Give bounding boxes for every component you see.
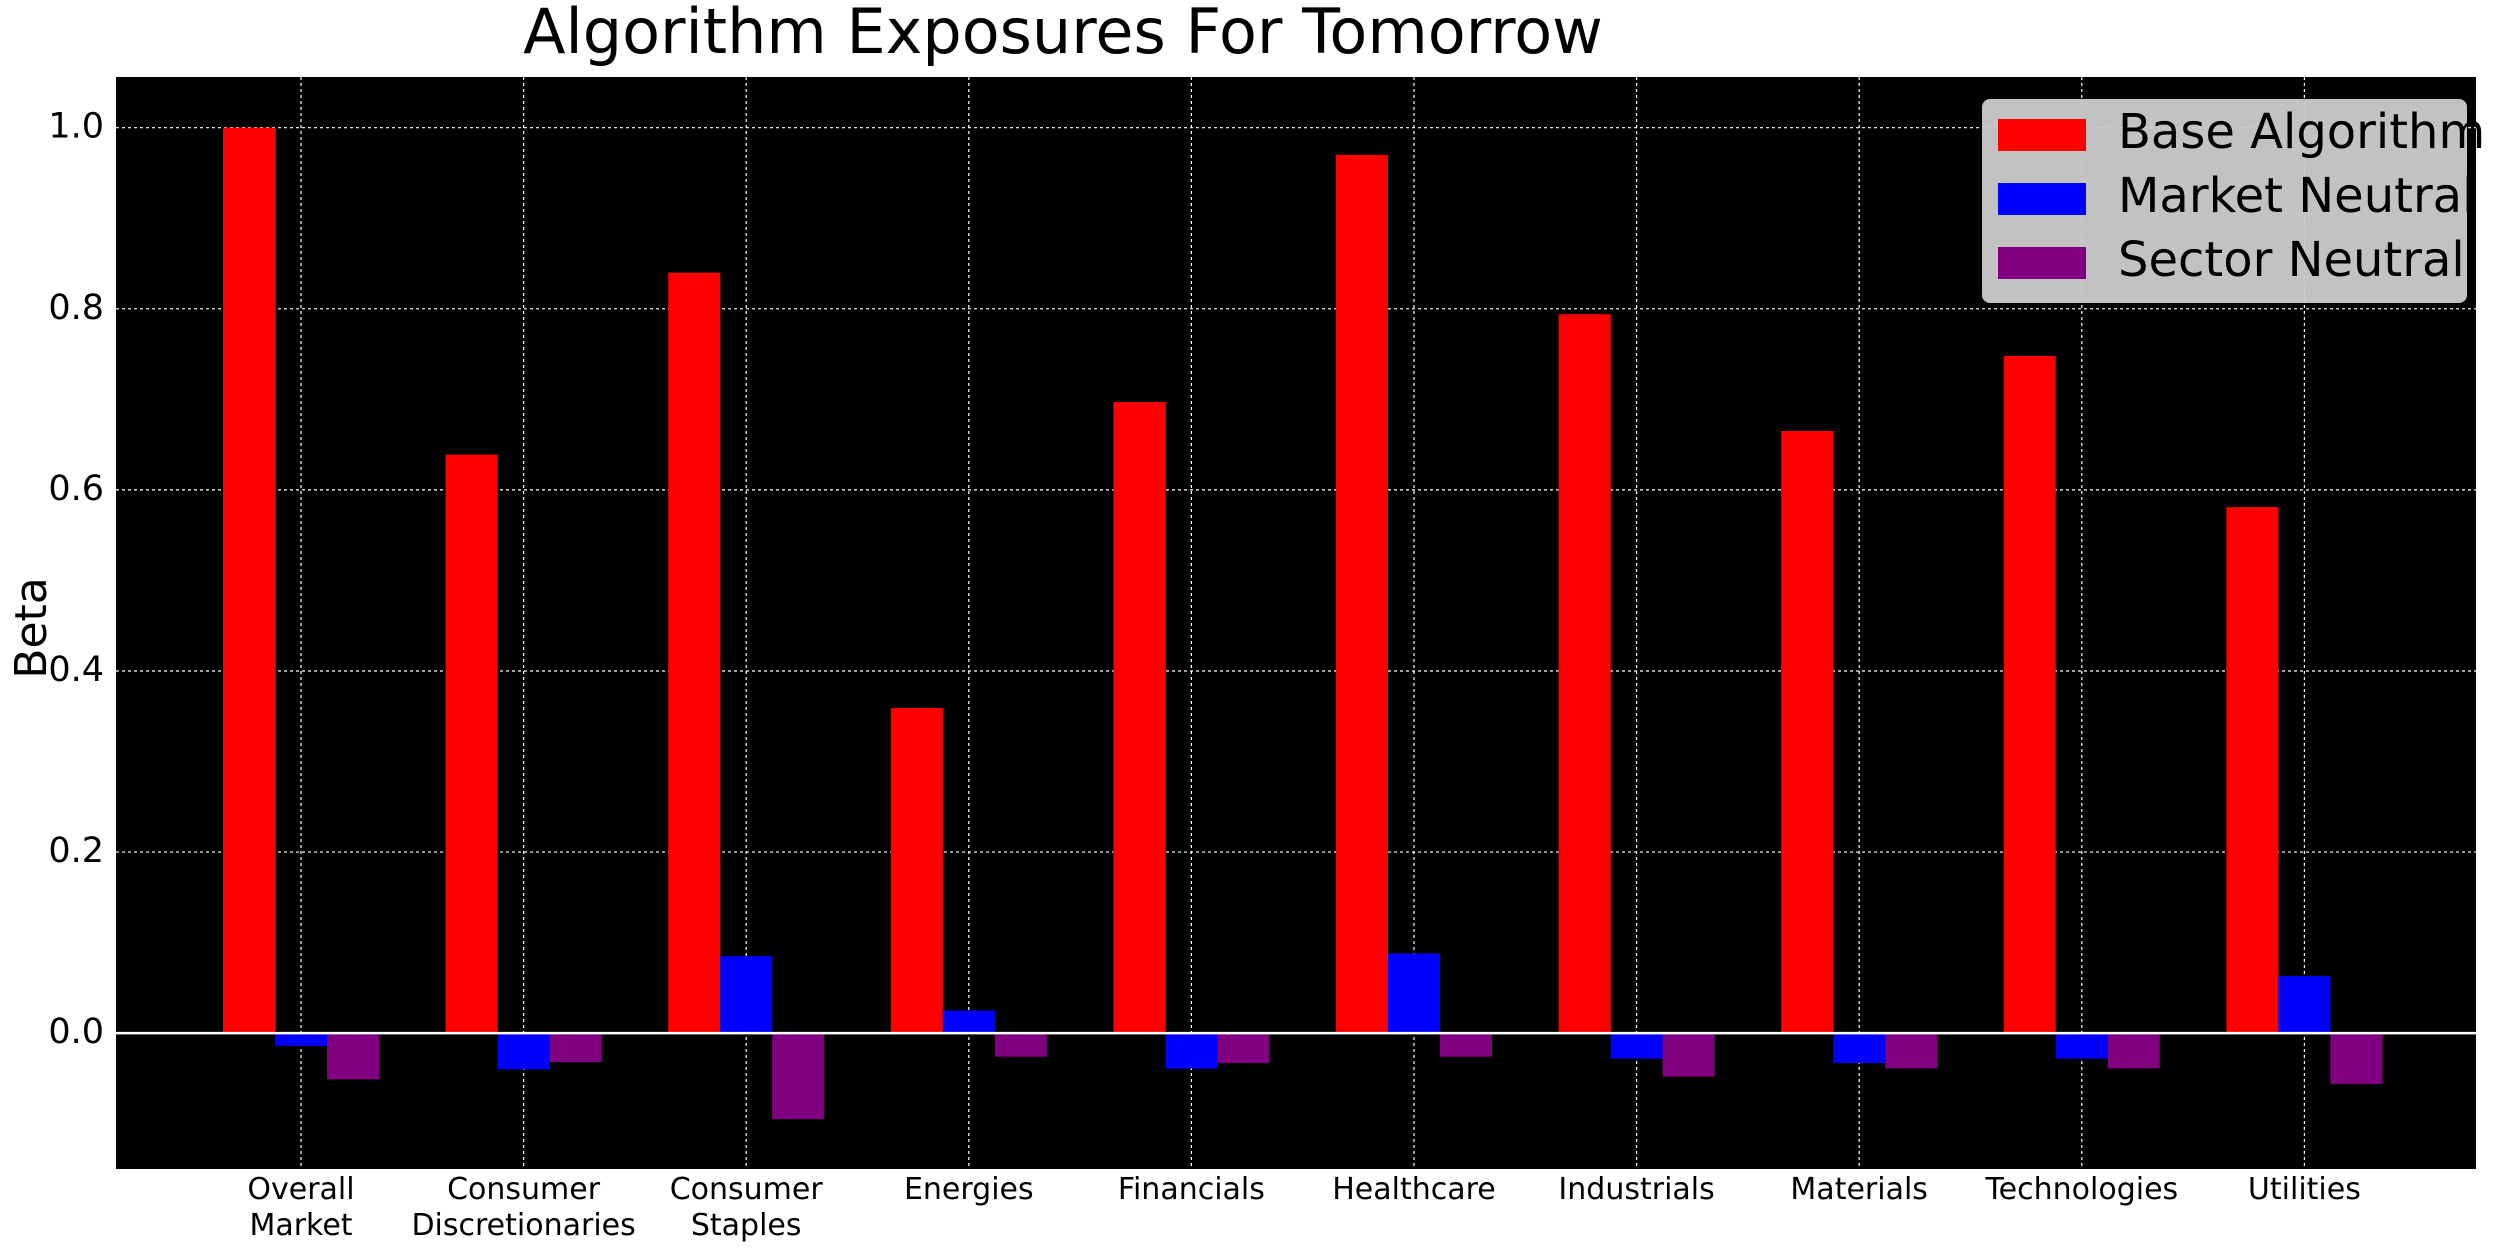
- bar: [497, 1033, 550, 1070]
- bar: [994, 1033, 1047, 1057]
- bar: [1388, 953, 1440, 1034]
- y-axis-label: Beta: [6, 577, 57, 678]
- bar: [1833, 1033, 1886, 1064]
- x-tick-label: Materials: [1790, 1172, 1928, 1207]
- bar: [772, 1033, 825, 1120]
- y-tick-label: 0.2: [48, 831, 104, 871]
- chart-title: Algorithm Exposures For Tomorrow: [523, 0, 1603, 68]
- bar: [2107, 1033, 2160, 1069]
- bar: [327, 1033, 379, 1080]
- x-tick-label: Industrials: [1558, 1172, 1715, 1207]
- x-tick-label: Financials: [1117, 1172, 1265, 1207]
- legend-box: [1982, 99, 2467, 303]
- y-tick-label: 0.8: [48, 288, 104, 328]
- bar: [668, 272, 721, 1034]
- bar: [1558, 314, 1611, 1034]
- bar: [1440, 1033, 1492, 1057]
- legend-swatch: [1998, 119, 2086, 151]
- bar: [2278, 976, 2331, 1034]
- x-tick-label: Technologies: [1985, 1172, 2179, 1207]
- bar: [890, 708, 943, 1034]
- x-tick-label: Healthcare: [1332, 1172, 1496, 1207]
- bar: [942, 1010, 995, 1034]
- bar: [1336, 154, 1388, 1034]
- legend-label: Market Neutral: [2118, 168, 2475, 224]
- x-tick-label: Utilities: [2247, 1172, 2361, 1207]
- x-tick-label: Consumer Staples: [669, 1172, 823, 1243]
- bar: [1662, 1033, 1715, 1077]
- bar: [2055, 1033, 2108, 1059]
- bar: [275, 1033, 327, 1046]
- y-tick-label: 0.4: [48, 650, 104, 690]
- legend-label: Sector Neutral: [2118, 232, 2465, 288]
- y-tick-label: 0.6: [48, 469, 104, 509]
- bar: [223, 127, 275, 1034]
- legend-swatch: [1998, 247, 2086, 279]
- bar: [1165, 1033, 1218, 1069]
- legend-swatch: [1998, 183, 2086, 215]
- bar: [1217, 1033, 1270, 1064]
- y-tick-label: 0.0: [48, 1012, 104, 1052]
- x-tick-label: Overall Market: [247, 1172, 355, 1243]
- y-tick-label: 1.0: [48, 107, 104, 147]
- bar: [1885, 1033, 1938, 1069]
- bar: [1781, 431, 1834, 1034]
- x-tick-label: Consumer Discretionaries: [411, 1172, 636, 1243]
- bar: [2003, 355, 2056, 1034]
- bar: [2330, 1033, 2383, 1084]
- x-tick-label: Energies: [903, 1172, 1034, 1207]
- bar: [1113, 402, 1166, 1034]
- legend-label: Base Algorithm: [2118, 104, 2485, 160]
- bar: [720, 956, 773, 1034]
- bar: [2226, 507, 2279, 1034]
- bar: [445, 454, 498, 1034]
- bar: [549, 1033, 602, 1063]
- bar: [1610, 1033, 1663, 1059]
